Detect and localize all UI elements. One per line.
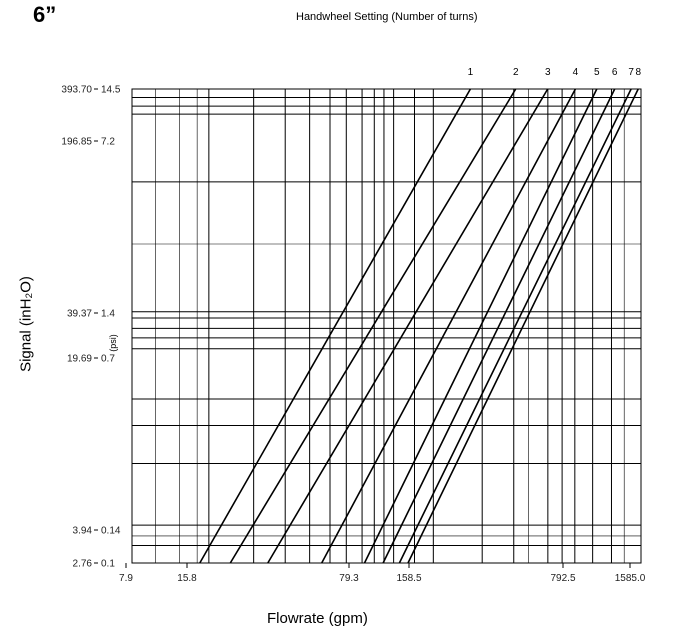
turn-label-4: 4 xyxy=(573,67,579,78)
series-line-turn-8 xyxy=(407,88,639,564)
y-tick-label-psi: 1.4 xyxy=(101,309,115,320)
y-tick-label-psi: 0.1 xyxy=(101,559,115,570)
y-tick-label-inh2o: 3.94 xyxy=(73,526,93,537)
series-line-turn-1 xyxy=(199,88,472,564)
x-tick-label: 79.3 xyxy=(339,573,359,584)
y-tick-label-psi: 0.14 xyxy=(101,526,121,537)
turn-label-5: 5 xyxy=(594,67,600,78)
chart-title: Handwheel Setting (Number of turns) xyxy=(296,11,478,23)
series-line-turn-5 xyxy=(363,88,598,564)
series-line-turn-2 xyxy=(229,88,517,564)
series-line-turn-3 xyxy=(267,88,549,564)
x-tick-label: 7.9 xyxy=(119,573,133,584)
turn-label-8: 8 xyxy=(635,67,641,78)
series-line-turn-6 xyxy=(382,88,616,564)
x-tick-label: 792.5 xyxy=(550,573,575,584)
y-tick-label-psi: 7.2 xyxy=(101,137,115,148)
y-tick-label-inh2o: 39.37 xyxy=(67,309,92,320)
series-line-turn-4 xyxy=(320,88,577,564)
x-tick-label: 158.5 xyxy=(396,573,421,584)
series-line-turn-7 xyxy=(398,88,632,564)
turn-label-7: 7 xyxy=(628,67,634,78)
y-tick-label-inh2o: 393.70 xyxy=(61,85,92,96)
turn-label-6: 6 xyxy=(612,67,618,78)
turn-label-3: 3 xyxy=(545,67,551,78)
y-tick-label-psi: 0.7 xyxy=(101,354,115,365)
x-tick-label: 1585.0 xyxy=(615,573,646,584)
y-tick-label-psi: 14.5 xyxy=(101,85,121,96)
y-tick-label-inh2o: 196.85 xyxy=(61,137,92,148)
y-tick-label-inh2o: 2.76 xyxy=(73,559,93,570)
plot-frame xyxy=(131,88,642,564)
pipe-size-label: 6” xyxy=(33,2,57,27)
turn-label-1: 1 xyxy=(468,67,474,78)
turn-label-2: 2 xyxy=(513,67,519,78)
y-tick-label-inh2o: 19.69 xyxy=(67,354,92,365)
x-axis-label: Flowrate (gpm) xyxy=(267,610,368,627)
x-tick-label: 15.8 xyxy=(177,573,197,584)
